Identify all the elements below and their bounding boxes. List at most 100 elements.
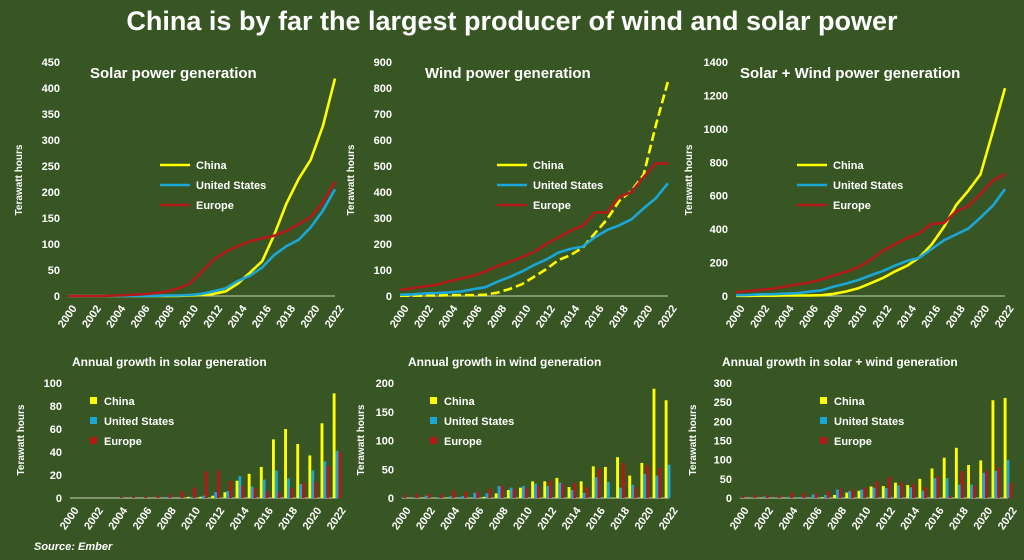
legend-label: United States	[834, 416, 904, 428]
bar-united-states	[872, 487, 876, 498]
bar-china	[579, 481, 583, 498]
bar-united-states	[896, 485, 900, 498]
chart-title: Solar power generation	[90, 65, 257, 82]
bar-china	[930, 468, 934, 498]
bar-united-states	[836, 489, 839, 498]
bar-europe	[119, 496, 123, 498]
y-tick-label: 500	[374, 161, 392, 173]
x-tick-label: 2000	[390, 505, 414, 532]
bar-china	[881, 486, 885, 498]
bar-europe	[936, 476, 940, 498]
bar-europe	[765, 495, 769, 498]
bar-europe	[253, 487, 257, 498]
x-tick-label: 2022	[656, 303, 680, 330]
x-tick-label: 2016	[252, 505, 276, 532]
x-tick-label: 2016	[923, 505, 947, 532]
bar-europe	[314, 481, 318, 498]
x-tick-label: 2004	[438, 505, 462, 533]
bar-europe	[217, 470, 220, 498]
bar-united-states	[335, 450, 339, 498]
bar-united-states	[461, 496, 465, 498]
bar-united-states	[799, 496, 803, 498]
bar-china	[482, 496, 486, 498]
legend-swatch	[90, 417, 97, 424]
legend-label: United States	[104, 416, 174, 428]
bar-china	[567, 487, 571, 498]
y-tick-label: 1200	[704, 90, 728, 102]
bar-europe	[180, 491, 184, 498]
bar-china	[942, 457, 946, 498]
x-tick-label: 2018	[276, 505, 300, 532]
x-tick-label: 2010	[850, 505, 874, 532]
bar-europe	[415, 493, 419, 498]
x-tick-label: 2014	[895, 303, 919, 331]
y-tick-label: 100	[374, 265, 392, 277]
x-tick-label: 2020	[972, 505, 996, 532]
y-tick-label: 450	[42, 57, 60, 69]
bar-united-states	[497, 485, 501, 498]
legend-label: Europe	[104, 436, 142, 448]
y-axis-label: Terawatt hours	[356, 404, 367, 475]
x-tick-label: 2004	[106, 505, 130, 533]
legend-label: United States	[533, 180, 603, 192]
chart-title: Wind power generation	[425, 65, 591, 82]
bar-china	[332, 393, 336, 498]
bar-united-states	[957, 484, 961, 498]
bar-europe	[265, 491, 269, 498]
bar-europe	[277, 492, 281, 498]
bar-united-states	[994, 470, 998, 498]
x-tick-label: 2010	[510, 303, 534, 330]
bar-china	[235, 480, 239, 498]
x-tick-label: 2000	[58, 505, 82, 532]
legend-swatch	[90, 397, 97, 404]
x-tick-label: 2022	[325, 505, 349, 532]
y-tick-label: 200	[374, 239, 392, 251]
bar-united-states	[165, 496, 169, 498]
y-tick-label: 800	[710, 157, 728, 169]
bar-china	[519, 487, 522, 498]
legend-label: United States	[444, 416, 514, 428]
legend-label: China	[533, 160, 564, 172]
x-tick-label: 2014	[558, 303, 582, 331]
bar-europe	[338, 452, 342, 498]
bar-china	[894, 482, 897, 498]
bar-united-states	[982, 472, 986, 498]
bar-europe	[561, 483, 565, 499]
bar-china	[223, 492, 227, 498]
bar-china	[640, 462, 644, 498]
y-tick-label: 800	[374, 83, 392, 95]
x-tick-label: 2020	[633, 505, 657, 532]
x-tick-label: 2016	[250, 303, 274, 330]
y-tick-label: 900	[374, 57, 392, 69]
bar-united-states	[655, 475, 659, 498]
bar-china	[555, 477, 559, 499]
bar-united-states	[287, 478, 290, 498]
y-tick-label: 350	[42, 109, 60, 121]
legend-swatch	[430, 397, 437, 404]
legend-label: China	[834, 396, 865, 408]
bar-europe	[597, 468, 601, 498]
bar-europe	[838, 488, 842, 498]
bar-china	[320, 423, 324, 498]
bar-united-states	[311, 470, 315, 498]
bar-europe	[1009, 482, 1013, 498]
bar-china	[857, 490, 861, 498]
bar-united-states	[667, 464, 671, 498]
bar-europe	[476, 491, 480, 498]
x-tick-label: 2018	[608, 505, 632, 532]
bar-united-states	[594, 477, 598, 498]
legend-label: China	[104, 396, 135, 408]
bar-china	[211, 495, 215, 498]
bar-europe	[753, 495, 757, 498]
bar-china	[967, 465, 970, 498]
y-tick-label: 300	[714, 378, 732, 390]
bar-china	[603, 466, 607, 498]
bar-united-states	[202, 495, 205, 498]
x-tick-label: 2008	[825, 505, 849, 532]
bar-europe	[851, 489, 854, 498]
bar-china	[845, 492, 849, 498]
chart-title: Annual growth in solar + wind generation	[722, 355, 958, 369]
